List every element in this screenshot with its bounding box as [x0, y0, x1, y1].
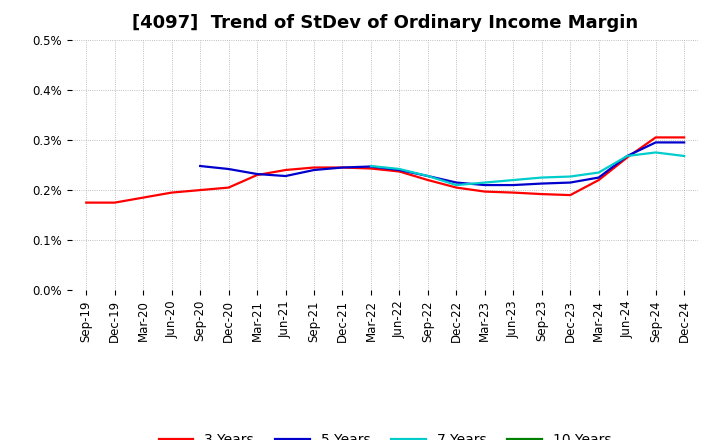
3 Years: [566, 192, 575, 198]
3 Years: [253, 172, 261, 178]
3 Years: [338, 165, 347, 170]
3 Years: [423, 177, 432, 183]
3 Years: [480, 189, 489, 194]
5 Years: [537, 181, 546, 186]
7 Years: [595, 170, 603, 175]
5 Years: [623, 153, 631, 158]
3 Years: [225, 185, 233, 190]
5 Years: [680, 140, 688, 145]
Line: 5 Years: 5 Years: [200, 143, 684, 185]
5 Years: [509, 183, 518, 188]
5 Years: [652, 140, 660, 145]
5 Years: [366, 164, 375, 169]
3 Years: [623, 155, 631, 160]
7 Years: [680, 153, 688, 158]
3 Years: [537, 191, 546, 197]
7 Years: [652, 150, 660, 155]
Line: 7 Years: 7 Years: [371, 152, 684, 185]
5 Years: [253, 172, 261, 177]
7 Years: [623, 153, 631, 158]
5 Years: [480, 183, 489, 188]
3 Years: [395, 169, 404, 174]
3 Years: [310, 165, 318, 170]
Line: 3 Years: 3 Years: [86, 137, 684, 202]
5 Years: [595, 175, 603, 180]
5 Years: [395, 167, 404, 172]
3 Years: [82, 200, 91, 205]
5 Years: [196, 163, 204, 169]
7 Years: [452, 183, 461, 188]
5 Years: [338, 165, 347, 170]
3 Years: [595, 177, 603, 183]
7 Years: [509, 177, 518, 183]
3 Years: [196, 187, 204, 193]
3 Years: [139, 195, 148, 200]
3 Years: [110, 200, 119, 205]
3 Years: [509, 190, 518, 195]
3 Years: [366, 166, 375, 171]
3 Years: [452, 185, 461, 190]
5 Years: [452, 180, 461, 185]
Title: [4097]  Trend of StDev of Ordinary Income Margin: [4097] Trend of StDev of Ordinary Income…: [132, 15, 638, 33]
5 Years: [566, 180, 575, 185]
5 Years: [225, 166, 233, 172]
7 Years: [366, 163, 375, 169]
Legend: 3 Years, 5 Years, 7 Years, 10 Years: 3 Years, 5 Years, 7 Years, 10 Years: [153, 428, 617, 440]
3 Years: [282, 167, 290, 172]
5 Years: [282, 173, 290, 179]
7 Years: [480, 180, 489, 185]
7 Years: [537, 175, 546, 180]
5 Years: [423, 173, 432, 179]
7 Years: [566, 174, 575, 179]
7 Years: [395, 166, 404, 172]
5 Years: [310, 167, 318, 172]
7 Years: [423, 173, 432, 179]
3 Years: [652, 135, 660, 140]
3 Years: [680, 135, 688, 140]
3 Years: [167, 190, 176, 195]
